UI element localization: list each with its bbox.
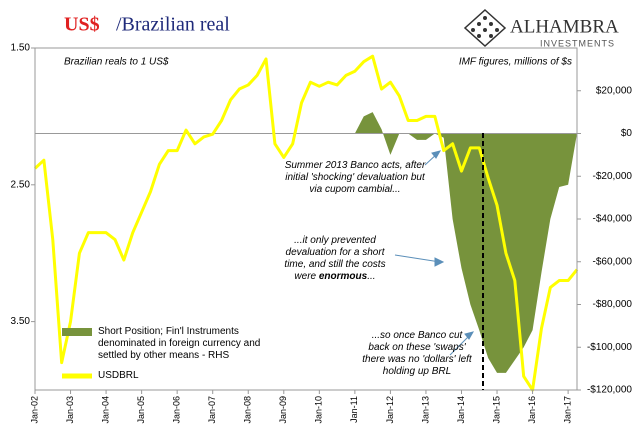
x-tick-label: Jan-09 (278, 396, 288, 424)
annotation-text: enormous (318, 271, 368, 282)
y2-tick-label: -$80,000 (593, 299, 633, 310)
annotation-text: ... (367, 271, 376, 282)
right-note: IMF figures, millions of $s (459, 57, 572, 68)
logo-name: ALHAMBRA (510, 16, 619, 37)
title-part: /Brazilian real (116, 14, 230, 36)
y2-tick-label: -$40,000 (593, 214, 633, 225)
x-tick-label: Jan-05 (136, 396, 146, 424)
x-tick-label: Jan-02 (29, 396, 39, 424)
x-tick-label: Jan-06 (172, 396, 182, 424)
annotation: ...it only prevented devaluation for a s… (275, 235, 395, 283)
logo-icon (463, 8, 507, 48)
y2-tick-label: -$100,000 (587, 342, 632, 353)
legend-swatch (62, 328, 92, 336)
annotation-text: Summer 2013 Banco acts, after initial 's… (284, 160, 426, 195)
x-tick-label: Jan-14 (456, 396, 466, 424)
x-tick-label: Jan-03 (65, 396, 75, 424)
legend-entry: USDBRL (98, 370, 139, 381)
logo-sub: INVESTMENTS (540, 38, 615, 48)
left-note: Brazilian reals to 1 US$ (64, 57, 169, 68)
x-tick-label: Jan-08 (243, 396, 253, 424)
area (354, 112, 577, 373)
x-tick-label: Jan-11 (349, 396, 359, 423)
line (33, 54, 579, 392)
y2-tick-label: $0 (621, 128, 633, 139)
x-tick-label: Jan-17 (562, 396, 572, 424)
x-tick-label: Jan-15 (491, 396, 501, 424)
x-tick-label: Jan-07 (207, 396, 217, 424)
annotation: Summer 2013 Banco acts, after initial 's… (280, 160, 430, 196)
legend-entry: Short Position; Fin'l Instruments denomi… (98, 326, 261, 361)
y2-tick-label: $20,000 (596, 85, 633, 96)
x-tick-label: Jan-16 (527, 396, 537, 424)
annotation: ...so once Banco cut back on these 'swap… (362, 330, 472, 378)
x-tick-label: Jan-13 (420, 396, 430, 424)
title-part: US$ (64, 14, 100, 36)
x-tick-label: Jan-12 (385, 396, 395, 424)
y2-tick-label: -$60,000 (593, 256, 633, 267)
y-tick-label: 3.50 (11, 316, 31, 327)
annotation-text: ...it only prevented devaluation for a s… (284, 235, 386, 282)
annotation-text: ...so once Banco cut back on these 'swap… (362, 330, 472, 377)
arrows (394, 150, 475, 356)
x-tick-label: Jan-04 (100, 396, 110, 424)
x-tick-label: Jan-10 (314, 396, 324, 424)
y2-tick-label: -$20,000 (593, 171, 633, 182)
y2-tick-label: -$120,000 (587, 385, 632, 396)
y-tick-label: 1.50 (11, 43, 31, 54)
y-tick-label: 2.50 (11, 179, 31, 190)
